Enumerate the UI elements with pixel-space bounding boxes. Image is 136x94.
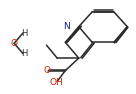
Text: H: H [21, 49, 27, 58]
Text: O: O [11, 39, 18, 48]
Text: N: N [63, 22, 70, 31]
Text: OH: OH [50, 78, 63, 87]
Text: O: O [44, 66, 51, 75]
Text: H: H [21, 29, 27, 38]
